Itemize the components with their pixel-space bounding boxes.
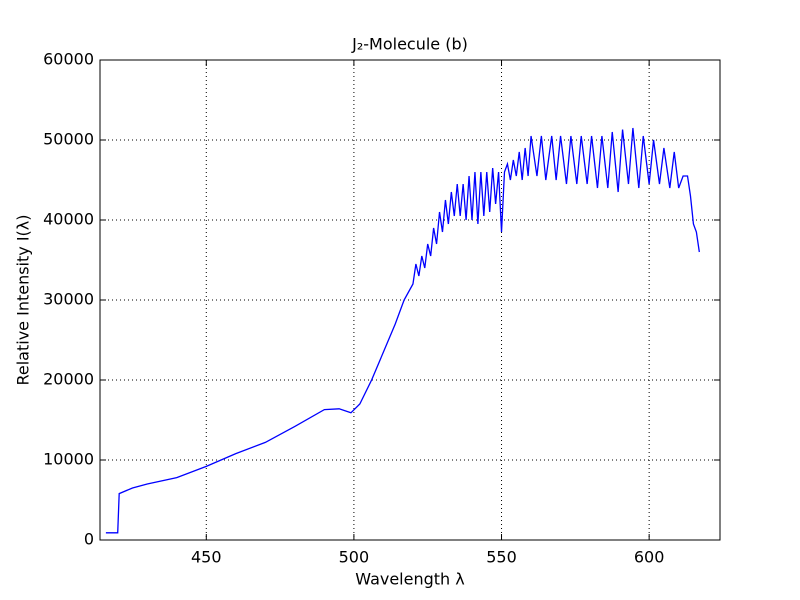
x-tick-label: 500 [339, 548, 370, 567]
y-tick-label: 30000 [43, 290, 94, 309]
y-tick-label: 10000 [43, 450, 94, 469]
y-tick-label: 0 [84, 530, 94, 549]
y-axis-label: Relative Intensity I(λ) [14, 214, 33, 385]
x-axis-label: Wavelength λ [355, 570, 464, 589]
y-tick-label: 60000 [43, 50, 94, 69]
chart-title: J₂-Molecule (b) [351, 35, 468, 54]
data-line [105, 127, 700, 534]
x-tick-label: 450 [191, 548, 222, 567]
x-tick-label: 550 [486, 548, 517, 567]
x-tick-label: 600 [634, 548, 665, 567]
y-tick-label: 40000 [43, 210, 94, 229]
y-tick-label: 20000 [43, 370, 94, 389]
plot-frame [99, 59, 721, 541]
y-tick-label: 50000 [43, 130, 94, 149]
